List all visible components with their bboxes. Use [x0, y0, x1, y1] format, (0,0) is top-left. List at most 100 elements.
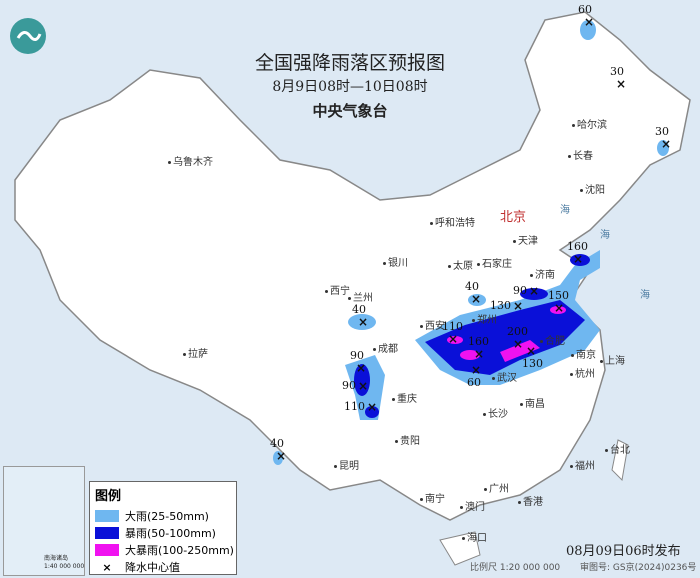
city-label: 上海 [600, 356, 625, 368]
storm-rain-area [354, 364, 370, 396]
city-label: 呼和浩特 [430, 218, 475, 230]
x-mark-icon: × [471, 363, 482, 377]
precip-center-value: 110 [442, 320, 463, 333]
city-label: 沈阳 [580, 185, 605, 197]
x-mark-icon: × [616, 77, 627, 91]
extreme-rain-area [460, 350, 480, 360]
city-label: 南京 [571, 350, 596, 362]
legend: 图例 大雨(25-50mm) 暴雨(50-100mm) 大暴雨(100-250m… [89, 481, 237, 575]
legend-item-center: × 降水中心值 [95, 558, 236, 575]
inset-scale: 1:40 000 000 [44, 563, 85, 570]
extreme-rain-area [500, 340, 540, 362]
sea-label: 海 [600, 230, 610, 241]
logo-icon [10, 18, 46, 54]
forecast-period: 8月9日08时—10日08时 [272, 79, 428, 95]
city-label: 西宁 [325, 286, 350, 298]
extreme-rain-area [550, 306, 566, 314]
city-label: 贵阳 [395, 436, 420, 448]
city-label: 银川 [383, 258, 408, 270]
precip-center-value: 40 [352, 303, 366, 316]
capital-beijing: 北京 [500, 210, 527, 225]
map-approval-number: 审图号: GS京(2024)0236号 [580, 563, 697, 573]
logo-glyph [16, 31, 42, 41]
x-mark-icon: × [573, 252, 584, 266]
x-mark-icon: × [526, 344, 537, 358]
city-label: 哈尔滨 [572, 120, 607, 132]
city-label: 郑州 [472, 315, 497, 327]
issuer: 中央气象台 [312, 102, 388, 120]
precip-center-value: 130 [490, 299, 511, 312]
x-mark-icon: × [102, 560, 112, 574]
city-label: 武汉 [492, 373, 517, 385]
precip-center-value: 160 [468, 335, 489, 348]
inset-label: 南海诸岛 [44, 555, 69, 562]
south-china-sea-inset: 南海诸岛 1:40 000 000 [3, 466, 85, 576]
sea-label: 海 [560, 205, 570, 216]
x-mark-icon: × [471, 292, 482, 306]
map-scale: 比例尺 1:20 000 000 [470, 563, 561, 573]
heavy-rain-area [657, 140, 669, 156]
city-label: 长沙 [483, 409, 508, 421]
city-label: 南昌 [520, 399, 545, 411]
city-label: 长春 [568, 151, 593, 163]
city-label: 济南 [530, 270, 555, 282]
city-label: 乌鲁木齐 [168, 157, 213, 169]
heavy-rain-area [273, 451, 283, 465]
x-mark-icon: × [584, 15, 595, 29]
city-label: 广州 [484, 484, 509, 496]
x-mark-icon: × [554, 301, 565, 315]
city-label: 太原 [448, 261, 473, 273]
precip-center-value: 30 [655, 125, 669, 138]
x-mark-icon: × [513, 337, 524, 351]
rain-areas [273, 20, 669, 465]
precip-center-value: 160 [567, 240, 588, 253]
x-mark-icon: × [367, 400, 378, 414]
storm-rain-area [365, 406, 379, 418]
x-mark-icon: × [661, 137, 672, 151]
x-mark-icon: × [356, 361, 367, 375]
storm-rain-area [570, 254, 590, 266]
city-label: 福州 [570, 461, 595, 473]
precip-center-value: 90 [350, 349, 364, 362]
city-label: 杭州 [570, 369, 595, 381]
city-label: 香港 [518, 497, 543, 509]
map-title: 全国强降雨落区预报图 [254, 52, 445, 74]
precip-center-value: 30 [610, 65, 624, 78]
city-label: 海口 [462, 533, 487, 545]
x-mark-icon: × [276, 449, 287, 463]
precip-center-value: 60 [578, 3, 592, 16]
precip-center-value: 40 [465, 280, 479, 293]
heavy-rain-area [580, 20, 596, 40]
hainan-island [439, 531, 481, 566]
x-mark-icon: × [529, 284, 540, 298]
legend-item-extreme-rain: 大暴雨(100-250mm) [95, 541, 236, 558]
precip-center-value: 40 [270, 437, 284, 450]
city-label: 天津 [513, 236, 538, 248]
x-mark-icon: × [358, 315, 369, 329]
extreme-rain-area [447, 336, 463, 344]
sea-label: 海 [640, 290, 650, 301]
city-label: 拉萨 [183, 349, 208, 361]
precip-center-value: 90 [342, 379, 356, 392]
heavy-rain-area [468, 294, 486, 306]
city-label: 石家庄 [477, 259, 512, 271]
precip-center-value: 150 [548, 289, 569, 302]
city-label: 西安 [420, 321, 445, 333]
city-label: 台北 [605, 445, 630, 457]
city-label: 重庆 [392, 394, 417, 406]
legend-item-heavy-rain: 大雨(25-50mm) [95, 507, 236, 524]
city-label: 南宁 [420, 494, 445, 506]
precip-center-value: 110 [344, 400, 365, 413]
x-mark-icon: × [358, 379, 369, 393]
city-label: 昆明 [334, 461, 359, 473]
x-mark-icon: × [513, 299, 524, 313]
issue-time: 08月09日06时发布 [566, 544, 681, 559]
precip-center-value: 130 [522, 357, 543, 370]
taiwan-island [611, 439, 629, 482]
city-label: 合肥 [540, 336, 565, 348]
china-outline [14, 11, 691, 521]
precip-center-value: 200 [507, 325, 528, 338]
storm-rain-area [520, 288, 548, 300]
x-mark-icon: × [474, 347, 485, 361]
